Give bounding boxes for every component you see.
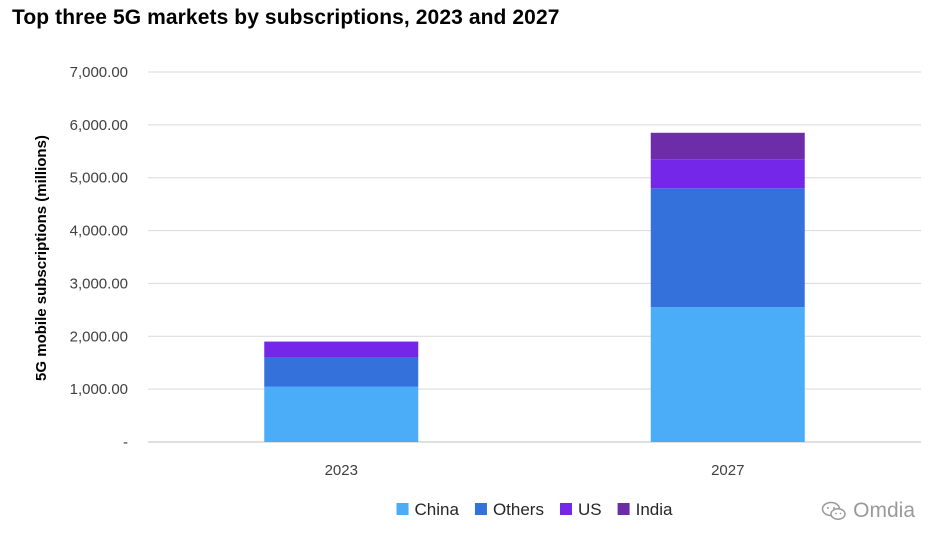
legend-label: India [636, 500, 673, 519]
legend-item-us: US [559, 500, 602, 519]
bar-us-2023 [264, 341, 419, 358]
legend-label: US [578, 500, 602, 519]
legend-swatch [396, 503, 409, 515]
bar-others-2027 [650, 188, 805, 308]
x-tick-label: 2023 [325, 462, 358, 479]
gridlines [148, 71, 921, 443]
x-tick-label: 2027 [711, 462, 744, 479]
legend-swatch [474, 503, 487, 515]
y-tick-label: - [123, 434, 128, 451]
bar-china-2023 [264, 386, 419, 442]
y-tick-label: 4,000.00 [70, 223, 128, 240]
y-tick-label: 3,000.00 [70, 275, 128, 292]
y-tick-label: 1,000.00 [70, 381, 128, 398]
y-tick-label: 7,000.00 [70, 64, 128, 81]
chart-title: Top three 5G markets by subscriptions, 2… [12, 6, 560, 29]
bar-india-2027 [650, 132, 805, 160]
y-tick-label: 5,000.00 [70, 170, 128, 187]
x-tick-labels: 2023 2027 [325, 462, 745, 479]
wechat-icon [821, 501, 846, 520]
watermark: Omdia [821, 499, 915, 523]
legend: China Others US India [396, 500, 673, 519]
legend-item-india: India [617, 500, 673, 519]
legend-label: Others [493, 500, 544, 519]
y-axis-label: 5G mobile subscriptions (millions) [33, 135, 50, 381]
bar-others-2023 [264, 357, 419, 387]
legend-item-others: Others [474, 500, 544, 519]
watermark-text: Omdia [853, 499, 915, 522]
y-tick-label: 6,000.00 [70, 117, 128, 134]
legend-swatch [617, 503, 630, 515]
legend-item-china: China [396, 500, 460, 519]
legend-swatch [559, 503, 572, 515]
bar-china-2027 [650, 307, 805, 442]
legend-label: China [415, 500, 460, 519]
bar-us-2027 [650, 159, 805, 189]
bars [264, 132, 805, 442]
y-tick-labels: - 1,000.00 2,000.00 3,000.00 4,000.00 5,000.0… [70, 64, 128, 451]
y-tick-label: 2,000.00 [70, 328, 128, 345]
